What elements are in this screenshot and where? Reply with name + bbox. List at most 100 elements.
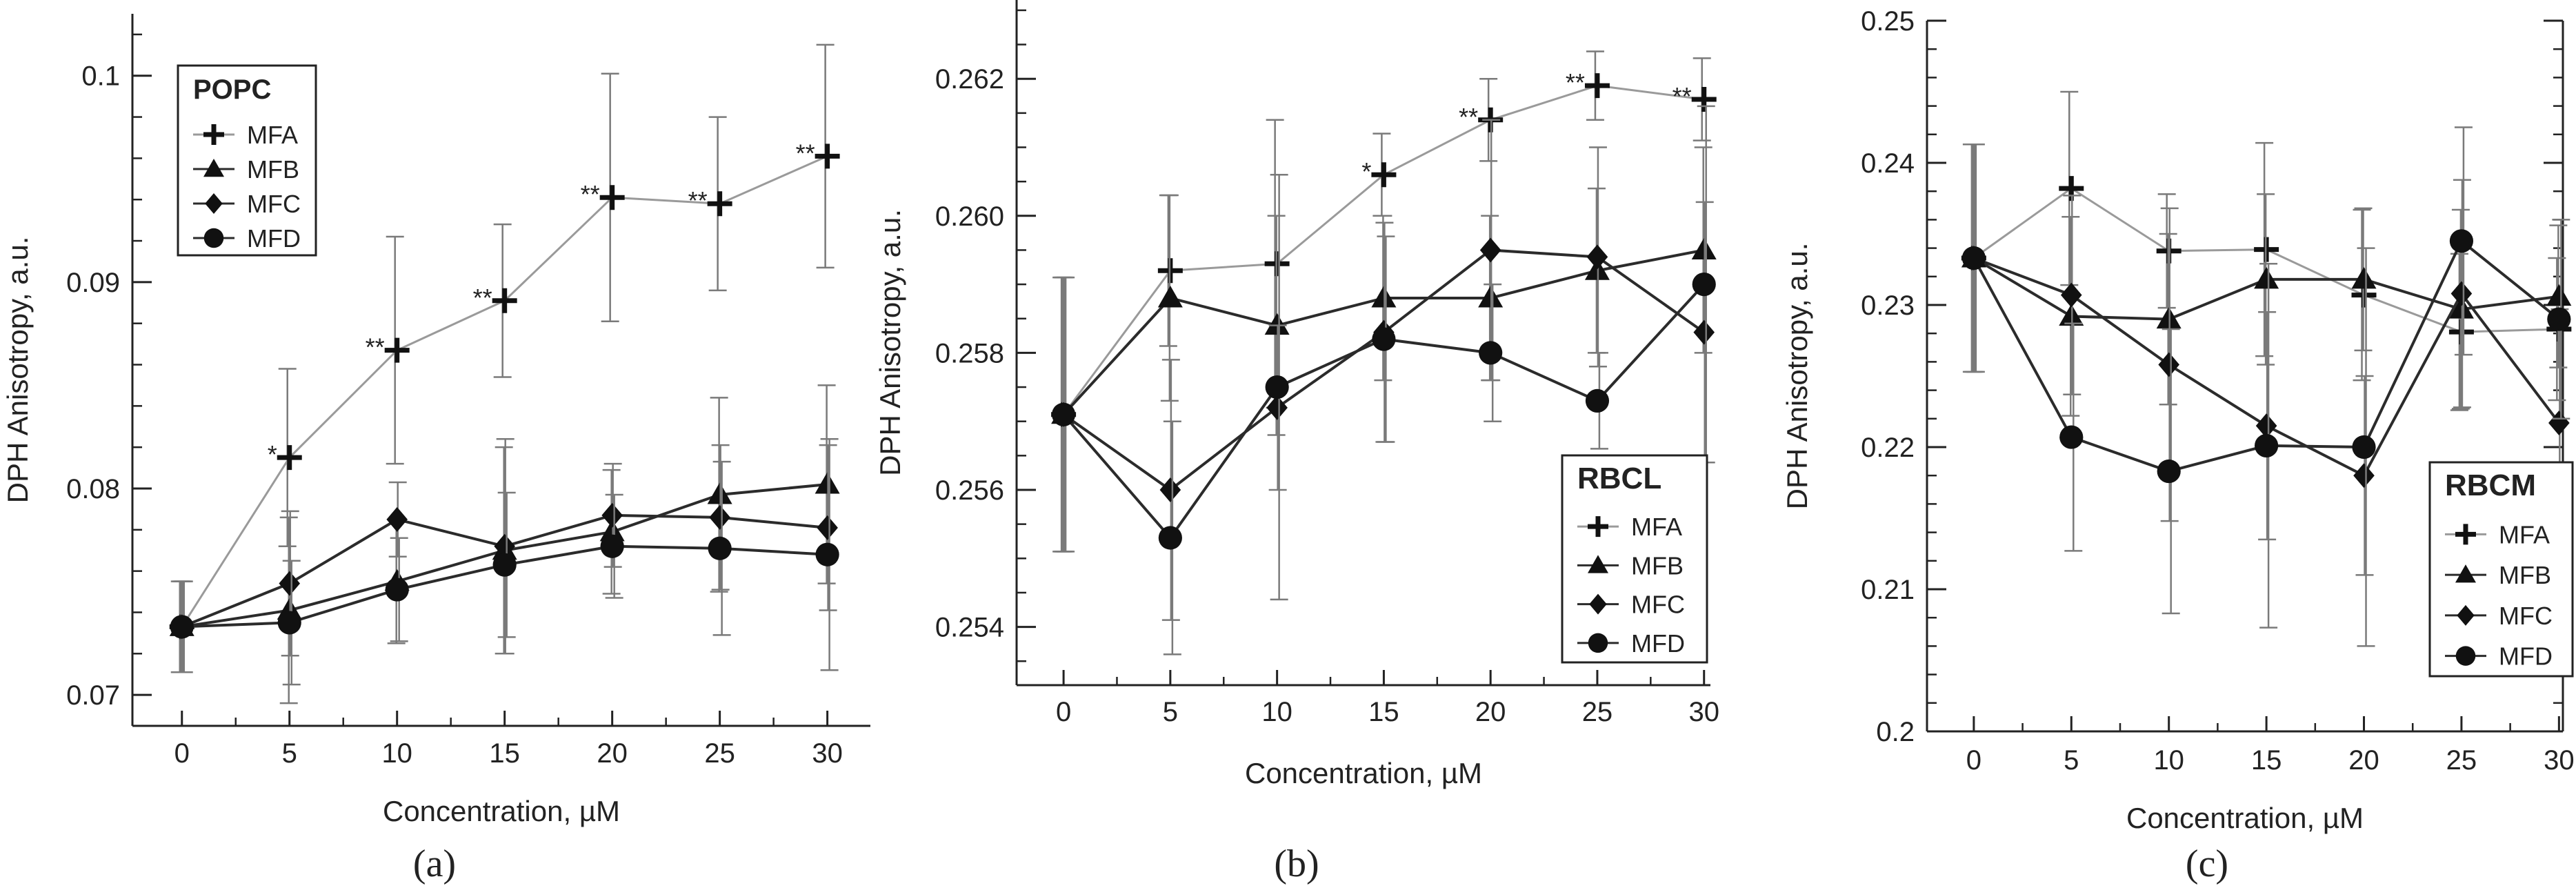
series-mfc [171, 437, 838, 673]
data-point [384, 337, 410, 363]
significance-annotation: ** [1566, 68, 1585, 97]
data-point [2254, 266, 2279, 289]
x-tick-label: 25 [704, 738, 735, 769]
legend-marker [2455, 524, 2476, 545]
data-point [2059, 425, 2084, 449]
x-axis-label: Concentration, µM [383, 795, 620, 827]
legend-entry: MFC [1631, 591, 1685, 619]
legend-entry: MFB [2499, 561, 2551, 589]
significance-annotation: * [268, 440, 277, 468]
x-tick-label: 25 [2446, 745, 2477, 776]
y-tick-label: 0.23 [1861, 290, 1915, 321]
data-point [601, 502, 623, 528]
significance-annotation: ** [473, 284, 492, 312]
data-point [1159, 477, 1181, 502]
legend-entry: MFA [247, 121, 298, 149]
data-point [2548, 410, 2570, 435]
chart-b: 0.254 0.256 0.258 0.260 0.262 0 5 10 15 20 25 30 Con… [874, 0, 1719, 885]
series-mfd [170, 437, 839, 686]
panel-label: (a) [413, 842, 456, 885]
x-tick-label: 0 [1966, 745, 1981, 776]
data-point [815, 542, 839, 566]
y-tick-label: 0.09 [66, 268, 120, 298]
legend-marker [2455, 646, 2476, 666]
data-point [2547, 307, 2571, 331]
legend-box [1561, 454, 1708, 664]
data-point [2255, 413, 2277, 439]
y-tick-label: 0.1 [81, 61, 120, 92]
data-point [709, 504, 730, 530]
y-axis-label: DPH Anisotropy, a.u. [874, 209, 906, 476]
y-tick-label: 0.262 [935, 64, 1004, 95]
legend-marker [2455, 564, 2476, 583]
legend-marker [1588, 516, 1608, 537]
y-axis-label: DPH Anisotropy, a.u. [1781, 243, 1813, 510]
data-point [2449, 229, 2474, 253]
y-tick-label: 0.256 [935, 475, 1004, 506]
x-tick-label: 10 [381, 738, 412, 769]
x-tick-label: 30 [1688, 697, 1719, 727]
data-point [600, 534, 624, 558]
significance-annotation: ** [796, 139, 815, 167]
data-point [1961, 246, 1986, 270]
legend: POPC MFA MFB MFC MFD [177, 64, 317, 257]
legend-entry: MFC [247, 190, 301, 218]
y-tick-label: 0.22 [1861, 433, 1915, 463]
data-point [492, 288, 517, 313]
x-axis-label: Concentration, µM [2126, 802, 2364, 834]
significance-annotation: ** [366, 333, 385, 362]
legend-entry: MFB [247, 155, 299, 184]
data-point [1264, 313, 1290, 335]
data-point [385, 578, 409, 602]
y-tick-label: 0.24 [1861, 148, 1915, 179]
x-tick-label: 10 [2153, 745, 2184, 776]
y-tick-label: 0.2 [1876, 717, 1915, 747]
legend-box [177, 64, 317, 257]
y-tick-label: 0.254 [935, 613, 1004, 643]
legend-entry: MFA [2499, 520, 2550, 549]
data-point [1586, 244, 1608, 270]
legend-box [2428, 461, 2574, 678]
significance-annotation: ** [581, 180, 600, 208]
data-point [2158, 352, 2179, 377]
data-point [492, 553, 517, 577]
chart-a: 0.07 0.08 0.09 0.1 0 5 10 15 20 25 30 Concentration… [1, 14, 870, 885]
data-point [1584, 73, 1610, 99]
series-mfa: ******* **** [169, 43, 840, 673]
x-tick-label: 30 [2544, 745, 2575, 776]
legend-marker [203, 159, 224, 177]
chart-c: 0.2 0.21 0.22 0.23 0.24 0.25 0 5 10 15 20 25 30 Conce… [1781, 6, 2575, 885]
data-point [815, 144, 840, 169]
data-point [1693, 319, 1715, 345]
data-point [1265, 375, 1289, 399]
data-point [1691, 86, 1717, 112]
data-point [1266, 395, 1288, 420]
legend: RBCL MFA MFB MFC MFD [1561, 454, 1708, 664]
significance-annotation: * [1361, 157, 1371, 186]
x-tick-label: 20 [1475, 697, 1506, 727]
legend-entry: MFD [2499, 642, 2553, 671]
data-point [2353, 463, 2375, 489]
data-point [1479, 341, 1503, 365]
legend-entry: MFD [247, 224, 301, 253]
legend-marker [2457, 604, 2475, 626]
legend-marker [203, 124, 224, 145]
data-point [1372, 327, 1396, 351]
x-axis-label: Concentration, µM [1245, 757, 1482, 789]
data-point [2351, 266, 2377, 289]
significance-annotation: ** [688, 186, 708, 215]
series-mfd [1051, 105, 1716, 655]
legend-title: POPC [193, 75, 271, 105]
data-point [1157, 285, 1183, 308]
data-point [2060, 282, 2082, 308]
data-point [1479, 237, 1501, 263]
y-tick-label: 0.08 [66, 474, 120, 504]
x-tick-label: 5 [282, 738, 297, 769]
data-point [279, 571, 301, 596]
legend-title: RBCM [2445, 468, 2536, 502]
data-point [277, 445, 302, 471]
x-tick-label: 30 [812, 738, 843, 769]
x-tick-label: 15 [2251, 745, 2282, 776]
y-tick-label: 0.258 [935, 338, 1004, 368]
